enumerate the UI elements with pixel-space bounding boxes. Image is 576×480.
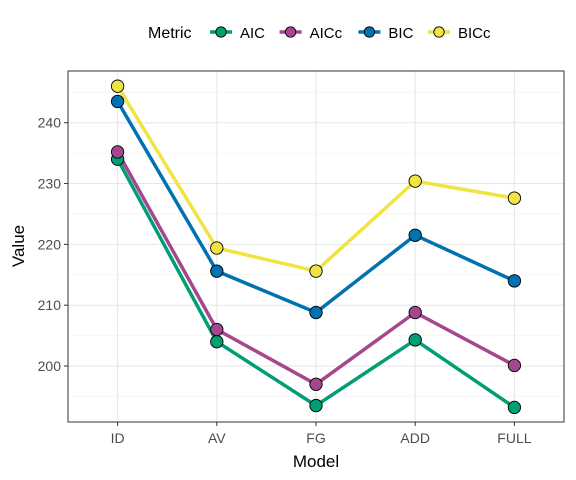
grid — [68, 71, 564, 422]
data-point-aicc — [309, 377, 323, 391]
legend-key-point-aic — [215, 26, 227, 38]
y-axis-title: Value — [9, 225, 28, 267]
x-axis: ID AV FG ADD FULL — [111, 422, 532, 446]
x-tick-label: AV — [208, 430, 226, 446]
data-point-bic — [507, 274, 522, 288]
legend-label-aic: AIC — [240, 25, 265, 42]
legend-key-point-aicc — [284, 26, 297, 38]
y-tick-label: 230 — [38, 176, 62, 192]
data-point-bicc — [309, 264, 323, 278]
data-point-aicc — [210, 322, 224, 337]
data-point-aic — [309, 398, 323, 413]
data-point-aic — [507, 400, 522, 415]
series-layer — [110, 79, 522, 415]
legend-title: Metric — [148, 25, 192, 42]
data-point-aic — [408, 333, 422, 347]
x-tick-label: ADD — [400, 430, 430, 446]
data-point-bicc — [507, 191, 522, 205]
legend-key-point-bicc — [433, 26, 445, 38]
data-point-bicc — [408, 174, 422, 188]
x-axis-title: Model — [293, 452, 339, 471]
data-point-bic — [210, 264, 224, 278]
data-point-aicc — [507, 358, 522, 373]
data-point-aicc — [110, 145, 125, 159]
y-tick-label: 220 — [38, 236, 62, 252]
legend-label-bic: BIC — [388, 25, 413, 42]
x-tick-label: FULL — [497, 430, 531, 446]
plot-area — [67, 70, 565, 423]
y-axis: 200 210 220 230 240 — [38, 115, 68, 374]
data-point-aicc — [408, 305, 422, 320]
data-point-aic — [210, 335, 224, 349]
data-point-bic — [309, 305, 323, 320]
data-point-bic — [408, 228, 422, 242]
y-tick-label: 240 — [38, 115, 62, 131]
x-tick-label: FG — [306, 430, 325, 446]
data-point-bic — [110, 94, 125, 109]
y-tick-label: 200 — [38, 358, 62, 374]
legend-key-point-bic — [363, 26, 376, 38]
y-tick-label: 210 — [38, 297, 62, 313]
legend-label-bicc: BICc — [458, 25, 491, 42]
legend-label-aicc: AICc — [310, 25, 343, 42]
legend: Metric AIC AICc BIC BICc — [148, 25, 491, 42]
x-tick-label: ID — [111, 430, 125, 446]
data-point-bicc — [110, 79, 125, 93]
data-point-bicc — [210, 241, 224, 255]
